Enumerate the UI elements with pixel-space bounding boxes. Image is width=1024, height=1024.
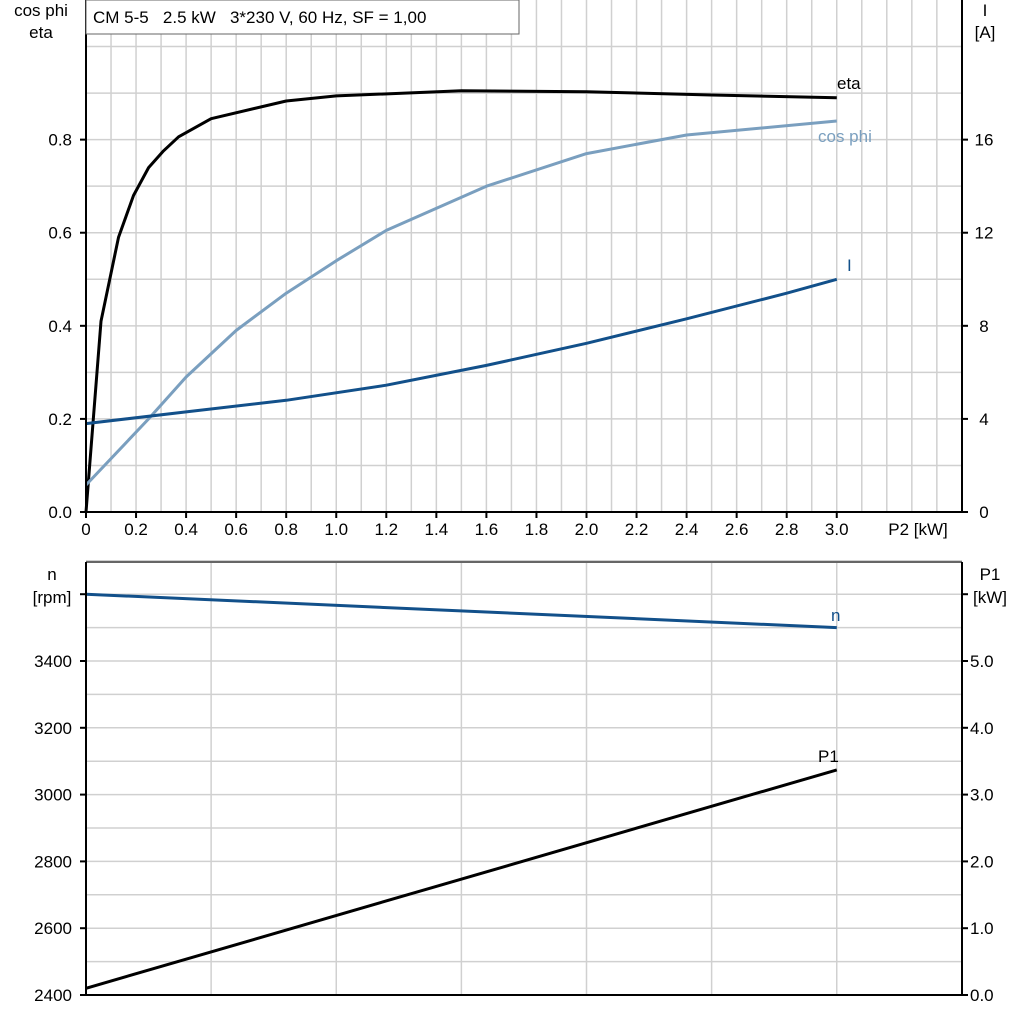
y-right-tick-label: 0.0	[970, 986, 994, 1005]
x-tick-label: 2.4	[675, 520, 699, 539]
bottom-left-ylabel-1: n	[47, 565, 56, 584]
x-tick-label: 1.0	[324, 520, 348, 539]
y-left-tick-label: 0.2	[48, 410, 72, 429]
top-right-ylabel-1: I	[983, 1, 988, 20]
top-grid	[86, 0, 963, 512]
series-label-i: I	[847, 256, 852, 275]
tick-labels: 0 0.2 0.4 0.6 0.8 1.0 1.2 1.4 1.6 1.8 2.0 2.2 2.4 2.6…	[34, 131, 993, 1005]
x-tick-label: 0.4	[174, 520, 198, 539]
y-left-tick-label: 0.8	[48, 131, 72, 150]
series-label-n: n	[831, 606, 840, 625]
series-line-i	[85, 277, 838, 426]
x-tick-label: 1.4	[425, 520, 449, 539]
y-right-tick-label: 2.0	[970, 852, 994, 871]
x-tick-label: 1.8	[525, 520, 549, 539]
y-left-tick-label: 2800	[34, 852, 72, 871]
bottom-grid	[86, 560, 963, 995]
x-tick-label: 0.6	[224, 520, 248, 539]
y-left-tick-label: 0.6	[48, 224, 72, 243]
y-left-tick-label: 3000	[34, 786, 72, 805]
y-left-tick-label: 0.0	[48, 503, 72, 522]
top-right-ylabel-2: [A]	[975, 23, 996, 42]
bottom-right-ylabel-1: P1	[980, 565, 1001, 584]
y-right-tick-label: 4.0	[970, 719, 994, 738]
y-left-tick-label: 2400	[34, 986, 72, 1005]
y-left-tick-label: 3400	[34, 652, 72, 671]
y-right-tick-label: 8	[979, 317, 988, 336]
chart-title: CM 5-5 2.5 kW 3*230 V, 60 Hz, SF = 1,00	[93, 8, 426, 27]
top-left-ylabel-2: eta	[29, 23, 53, 42]
x-tick-label: 2.0	[575, 520, 599, 539]
x-tick-label: 1.6	[475, 520, 499, 539]
series-label-p1: P1	[818, 747, 839, 766]
x-tick-label: 2.8	[775, 520, 799, 539]
title-box	[85, 0, 520, 35]
y-right-tick-label: 3.0	[970, 786, 994, 805]
x-tick-label: 0.2	[124, 520, 148, 539]
axes	[80, 0, 968, 996]
series-lines	[84, 89, 838, 990]
bottom-right-ylabel-2: [kW]	[973, 588, 1007, 607]
y-right-tick-label: 5.0	[970, 652, 994, 671]
y-right-tick-label: 16	[975, 131, 994, 150]
series-label-cos-phi: cos phi	[818, 127, 872, 146]
x-tick-label: 0.8	[274, 520, 298, 539]
x-tick-label: 3.0	[825, 520, 849, 539]
x-tick-label: 2.6	[725, 520, 749, 539]
y-left-tick-label: 3200	[34, 719, 72, 738]
x-tick-label: 1.2	[374, 520, 398, 539]
series-line-n	[85, 592, 837, 630]
series-line-cos-phi	[84, 119, 837, 487]
x-tick-label: 2.2	[625, 520, 649, 539]
y-left-tick-label: 0.4	[48, 317, 72, 336]
top-left-ylabel-1: cos phi	[14, 1, 68, 20]
y-right-tick-label: 4	[979, 410, 988, 429]
series-label-eta: eta	[837, 74, 861, 93]
y-right-tick-label: 12	[975, 224, 994, 243]
series-line-p1	[85, 768, 838, 990]
x-axis-label: P2 [kW]	[888, 520, 948, 539]
bottom-left-ylabel-2: [rpm]	[33, 588, 72, 607]
y-right-tick-label: 1.0	[970, 919, 994, 938]
series-line-eta	[84, 89, 837, 513]
y-right-tick-label: 0	[979, 503, 988, 522]
y-left-tick-label: 2600	[34, 919, 72, 938]
x-tick-label: 0	[81, 520, 90, 539]
